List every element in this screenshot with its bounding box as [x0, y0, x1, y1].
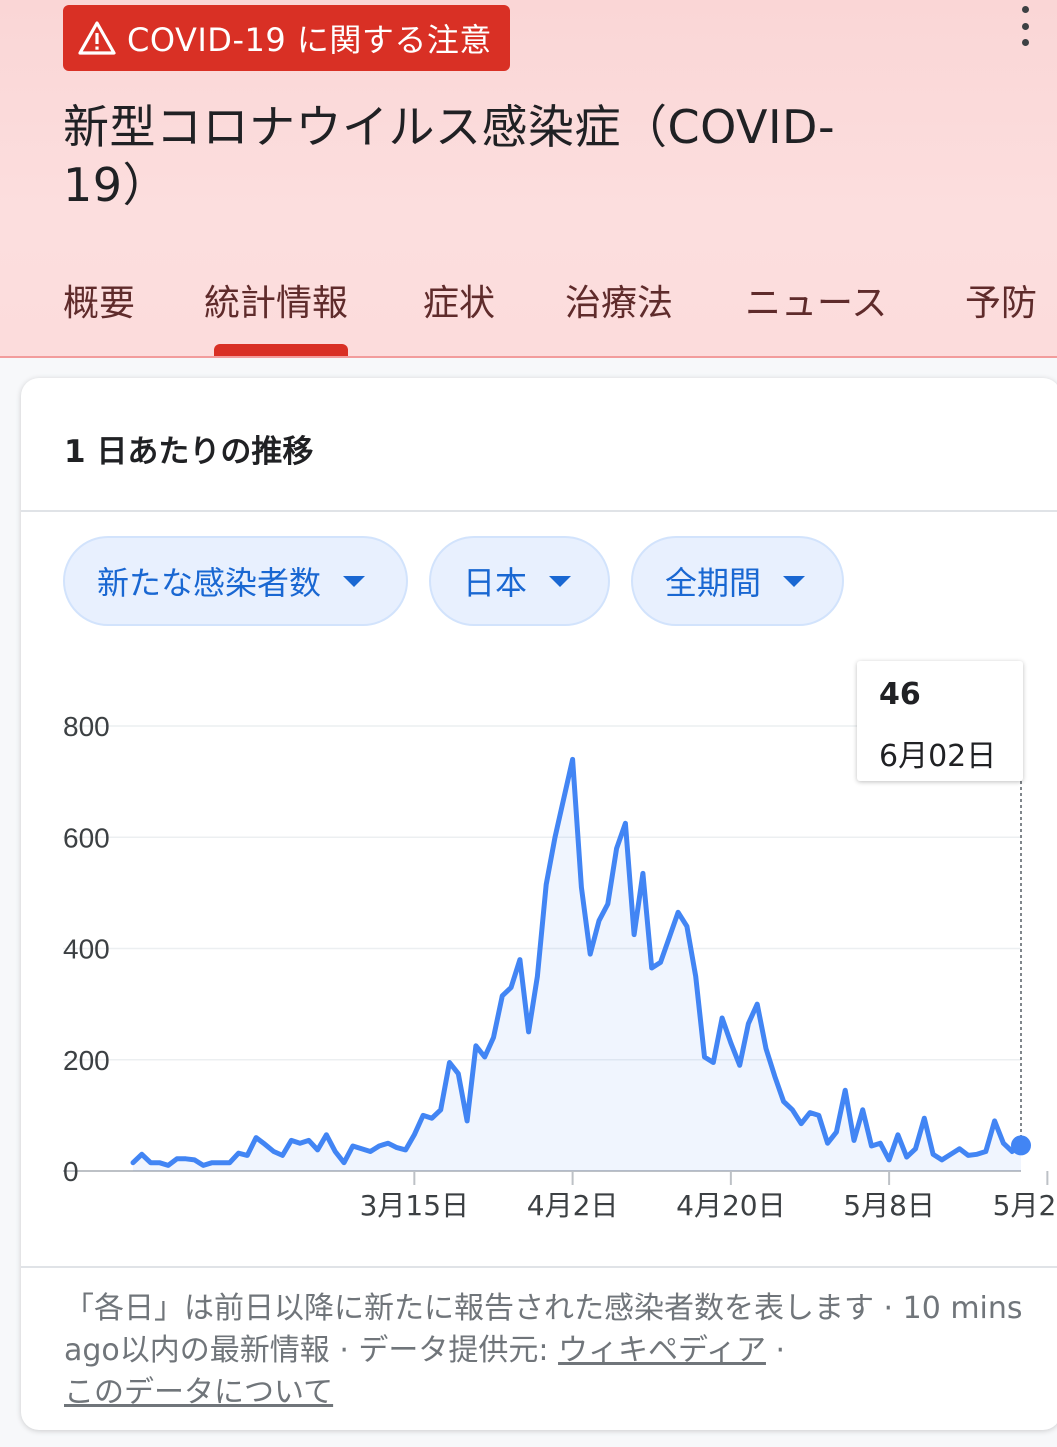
x-tick-label: 4月20日 [676, 1189, 785, 1222]
more-vert-icon[interactable] [1010, 6, 1040, 46]
card-divider-bottom [21, 1266, 1057, 1268]
tab-statistics[interactable]: 統計情報 [204, 283, 349, 324]
card-divider-top [21, 510, 1057, 512]
selected-point-marker [1011, 1135, 1031, 1156]
covid-alert-chip[interactable]: COVID-19 に関する注意 [63, 5, 510, 71]
y-tick-label-0: 0 [63, 1156, 79, 1187]
alert-label: COVID-19 に関する注意 [127, 21, 492, 59]
page-title: 新型コロナウイルス感染症（COVID-19） [63, 100, 836, 212]
region-filter-label: 日本 [463, 564, 528, 602]
chart-tooltip: 46 6月02日 [857, 661, 1023, 781]
x-tick-label: 5月8日 [843, 1189, 935, 1222]
series-area [133, 759, 1021, 1171]
tooltip-date: 6月02日 [879, 739, 997, 774]
y-tick-label-200: 200 [63, 1045, 110, 1076]
daily-cases-chart[interactable]: 0 200 400 600 800 3月15日 4月2日 4月20日 5月8日 5月26日 [21, 378, 1057, 1258]
about-data-link[interactable]: このデータについて [64, 1375, 334, 1410]
separator: · [765, 1333, 786, 1368]
stats-card: 1 日あたりの推移 新たな感染者数 日本 全期間 0 200 400 600 800 3月… [21, 378, 1057, 1430]
metric-filter-label: 新たな感染者数 [97, 564, 322, 602]
warning-icon [78, 21, 116, 55]
tab-treatment[interactable]: 治療法 [565, 283, 674, 324]
tab-prevention[interactable]: 予防 [965, 283, 1038, 324]
dropdown-arrow-icon [783, 575, 806, 587]
wikipedia-link[interactable]: ウィキペディア [558, 1333, 766, 1368]
metric-filter-chip[interactable]: 新たな感染者数 [63, 536, 408, 626]
source-note-text: 「各日」は前日以降に新たに報告された感染者数を表します · 10 mins ag… [64, 1291, 1023, 1368]
dropdown-arrow-icon [549, 575, 572, 587]
source-note: 「各日」は前日以降に新たに報告された感染者数を表します · 10 mins ag… [64, 1288, 1024, 1414]
tooltip-value: 46 [879, 677, 921, 712]
y-tick-label-800: 800 [63, 711, 110, 742]
x-tick-label: 4月2日 [527, 1189, 619, 1222]
tab-symptoms[interactable]: 症状 [423, 283, 496, 324]
active-tab-indicator [214, 344, 348, 356]
period-filter-label: 全期間 [665, 564, 762, 602]
period-filter-chip[interactable]: 全期間 [631, 536, 844, 626]
tab-news[interactable]: ニュース [745, 283, 888, 324]
y-tick-label-600: 600 [63, 822, 110, 853]
x-tick-label: 3月15日 [360, 1189, 469, 1222]
y-tick-label-400: 400 [63, 934, 110, 965]
x-tick-label: 5月26日 [993, 1189, 1057, 1222]
knowledge-header: COVID-19 に関する注意 新型コロナウイルス感染症（COVID-19） 概… [0, 0, 1057, 358]
card-title: 1 日あたりの推移 [64, 434, 314, 470]
region-filter-chip[interactable]: 日本 [429, 536, 610, 626]
series-line [130, 756, 1024, 1168]
dropdown-arrow-icon [343, 575, 366, 587]
tab-bar: 概要 統計情報 症状 治療法 ニュース 予防 [0, 270, 1057, 354]
tab-overview[interactable]: 概要 [63, 283, 136, 324]
